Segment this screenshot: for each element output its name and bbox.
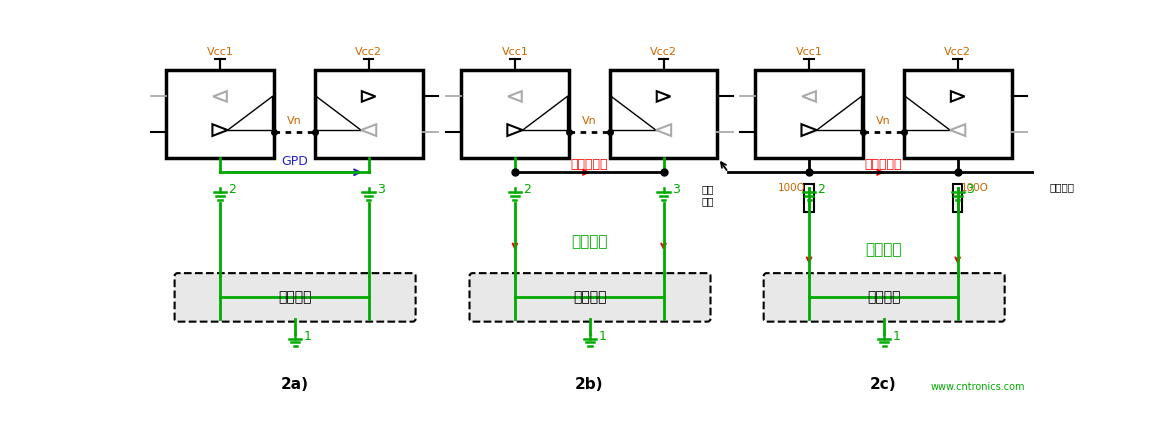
Polygon shape	[950, 91, 964, 102]
Text: 3: 3	[377, 183, 385, 197]
Text: Vcc2: Vcc2	[945, 47, 971, 57]
Text: 3: 3	[672, 183, 680, 197]
Text: 2c): 2c)	[870, 377, 896, 392]
Polygon shape	[655, 124, 672, 136]
Text: 3: 3	[967, 183, 975, 197]
Text: 2: 2	[523, 183, 531, 197]
Text: Vn: Vn	[876, 116, 890, 126]
Text: 电气装置: 电气装置	[867, 290, 901, 304]
Text: 2b): 2b)	[575, 377, 604, 392]
Bar	[904, 70, 1011, 158]
Polygon shape	[362, 91, 376, 102]
Text: 1: 1	[893, 330, 901, 343]
Text: Vcc2: Vcc2	[650, 47, 677, 57]
Text: 1: 1	[599, 330, 606, 343]
Text: 电气装置: 电气装置	[574, 290, 607, 304]
Text: 2: 2	[228, 183, 236, 197]
Polygon shape	[361, 124, 377, 136]
Polygon shape	[507, 124, 523, 136]
Bar	[609, 70, 718, 158]
Bar	[756, 70, 863, 158]
Bar	[953, 184, 962, 212]
Polygon shape	[802, 91, 816, 102]
Text: Vcc1: Vcc1	[206, 47, 234, 57]
Text: Vcc1: Vcc1	[796, 47, 823, 57]
Text: 2a): 2a)	[280, 377, 309, 392]
Text: 电路接地: 电路接地	[1049, 183, 1074, 193]
Text: 电气装置: 电气装置	[279, 290, 312, 304]
Polygon shape	[213, 91, 227, 102]
Text: Vn: Vn	[287, 116, 302, 126]
FancyBboxPatch shape	[175, 273, 416, 321]
Text: 1: 1	[304, 330, 311, 343]
Text: 接地环路: 接地环路	[865, 242, 902, 257]
Text: Vcc1: Vcc1	[501, 47, 529, 57]
Polygon shape	[802, 124, 817, 136]
Bar	[314, 70, 423, 158]
FancyBboxPatch shape	[764, 273, 1005, 321]
Polygon shape	[212, 124, 228, 136]
Text: Vcc2: Vcc2	[355, 47, 382, 57]
Bar	[166, 70, 274, 158]
Text: www.cntronics.com: www.cntronics.com	[930, 382, 1024, 392]
Polygon shape	[508, 91, 522, 102]
Text: 100O: 100O	[779, 183, 806, 193]
Text: 低环路电流: 低环路电流	[865, 158, 902, 171]
Bar	[804, 184, 813, 212]
FancyBboxPatch shape	[470, 273, 711, 321]
Text: 接地环路: 接地环路	[571, 234, 607, 249]
Text: 高环路电流: 高环路电流	[570, 158, 608, 171]
Bar	[461, 70, 569, 158]
Polygon shape	[950, 124, 965, 136]
Text: 100O: 100O	[961, 183, 988, 193]
Text: GPD: GPD	[281, 155, 308, 168]
Text: Vn: Vn	[582, 116, 597, 126]
Text: 2: 2	[818, 183, 826, 197]
Polygon shape	[657, 91, 670, 102]
Text: 电路
接地: 电路 接地	[702, 185, 714, 206]
